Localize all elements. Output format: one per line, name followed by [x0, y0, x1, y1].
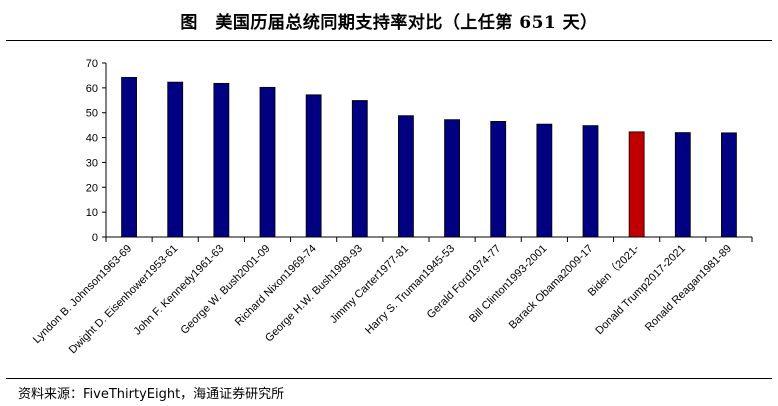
bar-4 [259, 86, 276, 238]
bar-5 [305, 94, 322, 238]
bar-11 [582, 125, 599, 238]
figure-title: 图 美国历届总统同期支持率对比（上任第 651 天） [180, 12, 598, 33]
bar-10 [536, 123, 553, 238]
x-tick-label: George H.W. Bush1989-93 [263, 243, 365, 345]
bar-6 [351, 100, 368, 238]
x-tick-label: Richard Nixon1969-74 [233, 243, 319, 329]
source-divider [6, 378, 772, 379]
bar-3 [213, 82, 230, 238]
y-tick-label: 60 [86, 83, 98, 95]
y-tick-label: 70 [86, 58, 98, 70]
x-tick-label: Barack Obama2009-17 [507, 243, 596, 332]
x-tick-label: John F. Kennedy1961-63 [131, 243, 226, 338]
x-tick-label: Jimmy Carter1977-81 [328, 243, 411, 326]
bar-13 [674, 132, 691, 238]
bar-8 [444, 119, 460, 238]
y-tick-label: 0 [92, 232, 98, 244]
bar-14 [721, 132, 737, 238]
bar-1 [121, 77, 137, 238]
y-axis: 0 10 20 30 40 50 60 70 [86, 58, 107, 244]
y-tick-label: 30 [86, 157, 98, 169]
x-tick-label: Harry S. Truman1945-53 [363, 243, 457, 337]
x-tick-label: Lyndon B. Johnson1963-69 [31, 243, 134, 346]
source-note: 资料来源：FiveThirtyEight，海通证券研究所 [18, 386, 285, 402]
y-tick-label: 20 [86, 182, 98, 194]
bar-2 [167, 81, 184, 238]
y-tick-label: 50 [86, 108, 98, 120]
x-tick-label: Bill Clinton1993-2001 [467, 243, 549, 325]
title-divider [6, 40, 772, 41]
y-tick-label: 40 [86, 133, 98, 145]
bar-series [121, 77, 737, 238]
x-tick-label: Ronald Reagan1981-89 [643, 243, 734, 334]
y-tick-label: 10 [86, 207, 98, 219]
x-tick-label: George W. Bush2001-09 [179, 243, 273, 337]
bar-9 [490, 121, 507, 238]
bar-12 [628, 131, 645, 238]
x-tick-label: Donald Trump2017-2021 [593, 243, 688, 338]
bar-7 [398, 115, 414, 238]
